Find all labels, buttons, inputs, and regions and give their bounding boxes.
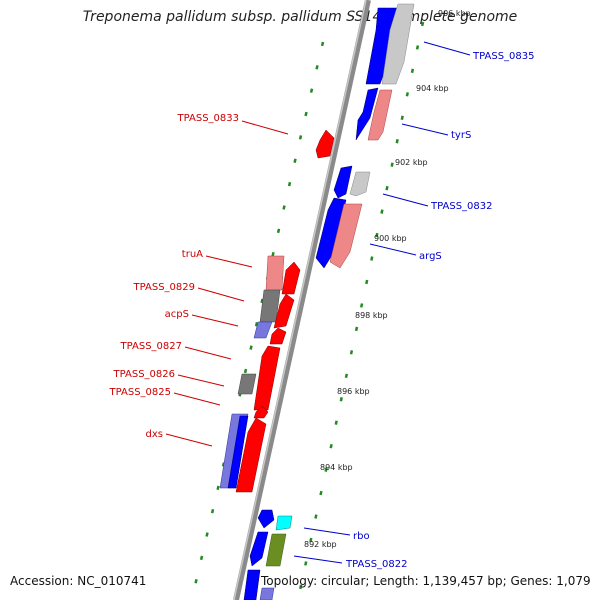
label-tpass-0835: TPASS_0835 (472, 51, 534, 62)
gene-tpass-0822 (265, 533, 287, 567)
gene-acps-red (269, 327, 287, 345)
label-acps: acpS (165, 309, 189, 320)
label-tpass-0833: TPASS_0833 (177, 113, 239, 124)
tick-label: 894 kbp (320, 463, 353, 472)
genome-backbone (233, 0, 371, 600)
gene-tpass-0826 (237, 373, 257, 395)
gene-tpass-0832-rna (349, 171, 371, 197)
gene-trua-red (281, 261, 301, 295)
label-tpass-0826: TPASS_0826 (113, 369, 175, 380)
gene-dxs-red (235, 417, 267, 493)
gene-tpass-0833 (315, 129, 335, 159)
gene-trua (265, 255, 285, 291)
gene-bottom-light (259, 587, 275, 600)
gene-tpass-0829-red (273, 293, 295, 329)
tick-label: 896 kbp (337, 387, 370, 396)
accession-text: Accession: NC_010741 (10, 574, 147, 588)
gene-tyrs-rna (367, 89, 393, 141)
label-tyrs: tyrS (451, 130, 471, 141)
gene-acps (253, 321, 273, 339)
forward-genes (243, 3, 415, 600)
tick-label: 902 kbp (395, 158, 428, 167)
gene-dxs-blue (227, 415, 249, 489)
gene-rbo (275, 515, 293, 531)
tick-label: 904 kbp (416, 84, 449, 93)
label-args: argS (419, 251, 442, 262)
gene-rbo-left (257, 509, 275, 529)
gene-tyrs (355, 87, 379, 141)
gene-small-red (253, 405, 269, 419)
tick-label: 892 kbp (304, 540, 337, 549)
gene-bottom-blue (243, 569, 261, 600)
reverse-genes (219, 129, 335, 493)
tick-label: 900 kbp (374, 234, 407, 243)
forward-labels: TPASS_0835 tyrS TPASS_0832 argS rbo TPAS… (293, 41, 534, 570)
gene-tpass-0827 (253, 345, 281, 411)
gene-mid-blue-1 (333, 165, 353, 199)
genome-summary-text: Topology: circular; Length: 1,139,457 bp… (261, 574, 591, 588)
label-tpass-0822: TPASS_0822 (345, 559, 407, 570)
tick-label: 898 kbp (355, 311, 388, 320)
label-tpass-0825: TPASS_0825 (109, 387, 171, 398)
gene-tpass-0835-rna (381, 3, 415, 85)
tick-label: 906 kbp (438, 9, 471, 18)
label-tpass-0829: TPASS_0829 (133, 282, 195, 293)
label-tpass-0827: TPASS_0827 (120, 341, 182, 352)
gene-args (329, 203, 363, 269)
label-rbo: rbo (353, 531, 370, 542)
outer-dotted-ring (298, 21, 425, 591)
gene-lower-blue (249, 531, 269, 567)
reverse-labels: TPASS_0833 truA TPASS_0829 acpS TPASS_08… (109, 113, 289, 447)
scale-ticks: 906 kbp 904 kbp 902 kbp 900 kbp 898 kbp … (304, 9, 471, 549)
label-tpass-0832: TPASS_0832 (430, 201, 492, 212)
label-trua: truA (182, 249, 203, 260)
label-dxs: dxs (146, 429, 163, 440)
